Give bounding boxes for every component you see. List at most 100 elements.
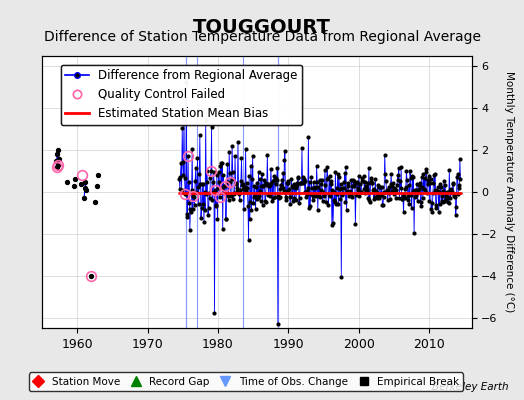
Point	[397, 164, 406, 170]
Point	[224, 192, 232, 199]
Point	[446, 187, 454, 194]
Point	[291, 184, 299, 190]
Point	[346, 192, 355, 199]
Point	[291, 185, 300, 191]
Point	[402, 183, 410, 190]
Point	[301, 189, 309, 195]
Point	[394, 172, 402, 178]
Point	[285, 186, 293, 192]
Point	[279, 170, 287, 176]
Point	[69, 182, 78, 189]
Point	[335, 186, 344, 192]
Point	[235, 190, 243, 196]
Point	[205, 195, 214, 201]
Point	[233, 188, 242, 194]
Point	[53, 151, 61, 158]
Point	[250, 183, 259, 190]
Point	[263, 182, 271, 188]
Point	[323, 164, 331, 170]
Point	[267, 180, 276, 186]
Point	[420, 186, 428, 192]
Point	[198, 205, 206, 211]
Point	[293, 180, 301, 186]
Point	[204, 205, 213, 211]
Point	[372, 188, 380, 194]
Point	[248, 176, 256, 182]
Point	[399, 193, 407, 200]
Point	[341, 170, 349, 176]
Point	[178, 125, 187, 132]
Point	[399, 209, 408, 216]
Point	[327, 178, 335, 184]
Point	[311, 185, 320, 192]
Point	[432, 205, 441, 212]
Point	[359, 173, 368, 179]
Point	[211, 187, 219, 194]
Point	[292, 197, 300, 204]
Point	[284, 180, 292, 187]
Point	[419, 195, 427, 202]
Point	[336, 196, 344, 203]
Point	[378, 184, 386, 190]
Point	[402, 167, 411, 174]
Point	[433, 188, 441, 194]
Point	[345, 193, 353, 199]
Point	[351, 180, 359, 186]
Point	[424, 173, 433, 179]
Point	[233, 184, 241, 191]
Point	[261, 198, 269, 204]
Point	[423, 190, 431, 196]
Point	[287, 190, 295, 196]
Point	[391, 186, 399, 192]
Point	[400, 195, 409, 201]
Point	[303, 185, 312, 191]
Point	[389, 180, 397, 186]
Point	[251, 192, 259, 199]
Point	[201, 207, 209, 214]
Point	[437, 184, 445, 190]
Point	[271, 175, 280, 181]
Point	[326, 193, 334, 200]
Point	[385, 183, 394, 190]
Point	[380, 189, 388, 195]
Point	[386, 195, 394, 202]
Point	[194, 184, 202, 190]
Point	[442, 193, 450, 200]
Point	[259, 182, 268, 188]
Point	[340, 185, 348, 191]
Point	[203, 178, 212, 185]
Point	[257, 198, 265, 204]
Point	[452, 212, 460, 218]
Point	[418, 184, 427, 190]
Point	[443, 189, 451, 195]
Point	[181, 191, 189, 197]
Point	[398, 195, 406, 202]
Point	[361, 190, 369, 196]
Point	[176, 174, 184, 180]
Point	[383, 188, 391, 195]
Point	[213, 171, 221, 178]
Point	[193, 190, 201, 196]
Text: Berkeley Earth: Berkeley Earth	[432, 382, 508, 392]
Point	[252, 184, 260, 190]
Point	[190, 202, 199, 208]
Point	[200, 219, 208, 225]
Point	[324, 175, 332, 181]
Point	[87, 272, 95, 279]
Point	[366, 174, 375, 181]
Point	[319, 189, 328, 196]
Point	[305, 178, 314, 185]
Point	[240, 185, 248, 191]
Point	[331, 169, 340, 175]
Point	[232, 180, 240, 186]
Point	[403, 193, 412, 200]
Point	[414, 186, 423, 192]
Point	[446, 195, 455, 201]
Point	[347, 177, 355, 184]
Point	[198, 181, 206, 187]
Point	[336, 181, 345, 188]
Point	[214, 168, 223, 175]
Point	[406, 175, 414, 181]
Point	[321, 182, 330, 188]
Point	[351, 221, 359, 227]
